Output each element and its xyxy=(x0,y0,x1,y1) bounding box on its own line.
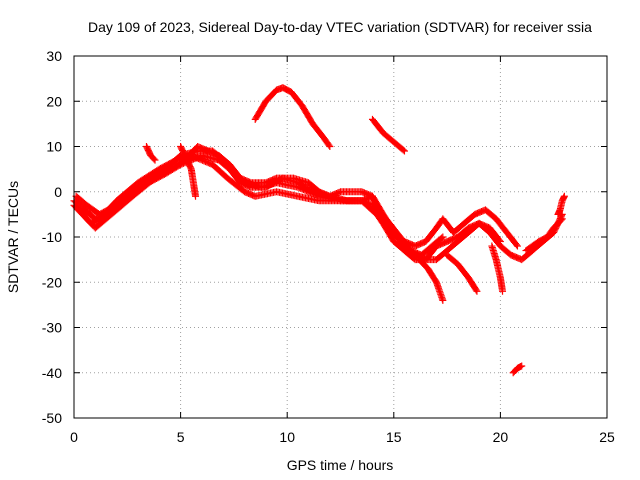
series-track-6 xyxy=(368,115,408,155)
x-tick-label: 5 xyxy=(177,429,185,445)
series-track-11 xyxy=(488,242,507,295)
series-track-5 xyxy=(251,84,334,150)
chart-title: Day 109 of 2023, Sidereal Day-to-day VTE… xyxy=(88,19,592,35)
y-tick-label: -30 xyxy=(42,320,62,336)
x-tick-label: 20 xyxy=(493,429,509,445)
data-point xyxy=(499,287,507,295)
data-point xyxy=(438,234,446,242)
data-point xyxy=(495,236,503,244)
data-point xyxy=(439,296,447,304)
series-track-7 xyxy=(142,143,159,164)
y-tick-label: -20 xyxy=(42,274,62,290)
data-point xyxy=(192,192,200,200)
data-point xyxy=(400,147,408,155)
y-tick-label: 30 xyxy=(46,48,62,64)
data-point xyxy=(560,192,568,200)
y-tick-label: 10 xyxy=(46,139,62,155)
x-axis-label: GPS time / hours xyxy=(287,457,394,473)
data-point xyxy=(518,362,526,370)
x-tick-label: 0 xyxy=(70,429,78,445)
series-track-14 xyxy=(554,192,568,218)
data-point xyxy=(472,286,480,294)
series-track-8 xyxy=(177,143,200,200)
data-series xyxy=(70,84,568,377)
x-tick-label: 10 xyxy=(279,429,295,445)
data-point xyxy=(151,156,159,164)
series-track-2 xyxy=(70,147,521,250)
x-tick-label: 25 xyxy=(599,429,615,445)
data-point xyxy=(325,141,333,149)
data-point xyxy=(557,216,565,224)
x-tick-label: 15 xyxy=(386,429,402,445)
data-point xyxy=(513,242,521,250)
y-axis-label: SDTVAR / TECUs xyxy=(5,181,21,293)
data-point xyxy=(399,146,407,154)
y-tick-label: 20 xyxy=(46,93,62,109)
plot-frame xyxy=(73,55,608,419)
series-track-13 xyxy=(522,215,566,255)
series-track-4 xyxy=(72,143,447,259)
data-point xyxy=(512,241,520,249)
x-axis: 0 5 10 15 20 25 xyxy=(70,56,615,445)
y-axis: -50 -40 -30 -20 -10 0 10 20 30 xyxy=(42,48,607,426)
y-tick-label: -40 xyxy=(42,365,62,381)
data-point xyxy=(326,143,334,150)
series-track-9 xyxy=(415,256,447,304)
data-point xyxy=(473,287,481,295)
y-tick-label: -50 xyxy=(42,410,62,426)
data-point xyxy=(496,238,504,246)
grid xyxy=(74,56,607,418)
data-point xyxy=(150,155,158,163)
series-track-10 xyxy=(443,251,481,295)
y-tick-label: -10 xyxy=(42,229,62,245)
data-point xyxy=(439,233,447,241)
y-tick-label: 0 xyxy=(54,184,62,200)
data-point xyxy=(558,215,566,223)
series-track-12 xyxy=(509,362,526,377)
